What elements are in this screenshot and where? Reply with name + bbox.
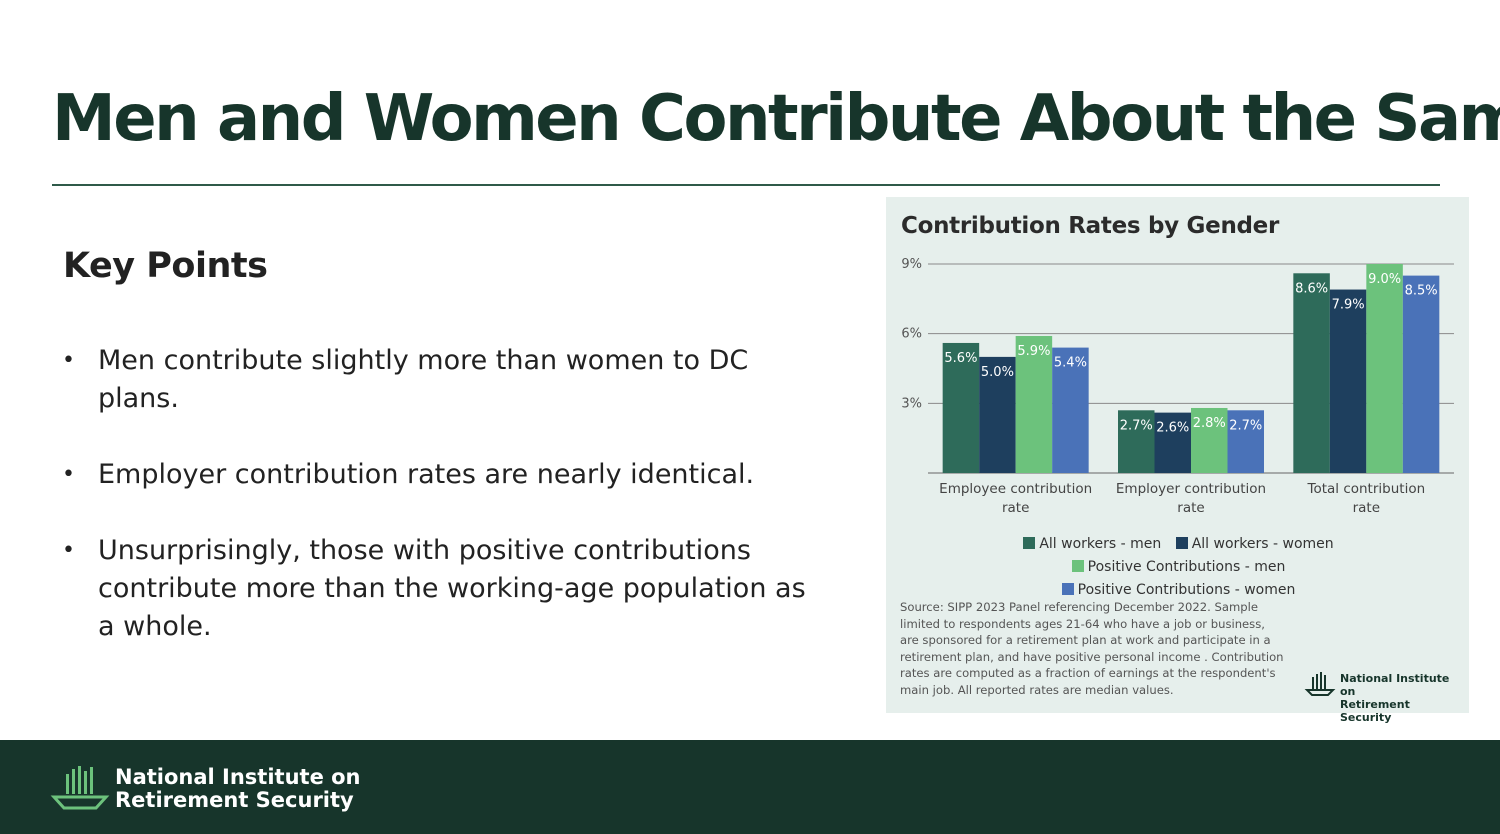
- panel-logo-text: National Institute on Retirement Securit…: [1340, 672, 1464, 724]
- legend-swatch: [1061, 583, 1074, 595]
- key-points-heading: Key Points: [63, 246, 268, 286]
- data-label: 2.7%: [1120, 418, 1153, 433]
- x-category-label: Employer contribution rate: [1116, 481, 1266, 516]
- title-divider: [52, 184, 1440, 186]
- bar: [1154, 412, 1191, 473]
- bullet-item: • Employer contribution rates are nearly…: [60, 456, 820, 494]
- bullet-dot: •: [62, 538, 75, 563]
- bars-logo-icon: [1304, 672, 1336, 696]
- bullet-text: Employer contribution rates are nearly i…: [98, 459, 755, 490]
- data-label: 2.6%: [1156, 421, 1189, 436]
- legend-label: Positive Contributions - men: [1087, 559, 1286, 575]
- bar: [1118, 410, 1155, 473]
- bullet-item: • Unsurprisingly, those with positive co…: [60, 532, 820, 646]
- source-note: Source: SIPP 2023 Panel referencing Dece…: [900, 600, 1284, 697]
- data-label: 7.9%: [1332, 298, 1365, 313]
- slide-title: Men and Women Contribute About the Same: [52, 82, 1500, 156]
- bar: [1015, 335, 1053, 473]
- chart-legend: All workers - men All workers - women Po…: [906, 533, 1451, 602]
- bar: [1052, 347, 1089, 473]
- panel-logo-line1: National Institute on: [1340, 672, 1450, 698]
- chart-panel: Contribution Rates by Gender 3% 6% 9% 5.6% 5…: [886, 197, 1469, 724]
- legend-item-positive-men: Positive Contributions - men: [1071, 556, 1286, 579]
- footer-bar: National Institute on Retirement Securit…: [0, 740, 1500, 834]
- y-tick-label: 6%: [901, 327, 922, 342]
- data-label: 5.6%: [944, 351, 977, 366]
- bar: [942, 342, 980, 473]
- x-category-label-line: Total contribution: [1307, 481, 1426, 497]
- data-label: 8.6%: [1295, 281, 1328, 296]
- bar: [1227, 410, 1264, 473]
- x-category-label-line: rate: [1353, 500, 1380, 516]
- x-category-label-line: Employer contribution: [1116, 481, 1266, 497]
- data-label: 5.4%: [1054, 356, 1087, 371]
- bullet-dot: •: [62, 348, 75, 373]
- x-category-label-line: Employee contribution: [939, 481, 1092, 497]
- bullet-dot: •: [62, 462, 75, 487]
- legend-item-all-men: All workers - men: [1023, 533, 1161, 556]
- bars-logo-icon: [50, 766, 110, 810]
- data-label: 8.5%: [1405, 284, 1438, 299]
- bar: [979, 356, 1016, 473]
- legend-item-positive-women: Positive Contributions - women: [1061, 579, 1296, 602]
- bar-chart: 3% 6% 9% 5.6% 5.0%5.9% 5.4% Employee contribut…: [901, 257, 1454, 516]
- panel-logo-line2: Retirement Security: [1340, 698, 1410, 724]
- panel-logo: National Institute on Retirement Securit…: [1304, 671, 1464, 724]
- y-tick-label: 3%: [901, 396, 922, 411]
- bar: [1366, 264, 1403, 473]
- x-category-label-line: rate: [1002, 500, 1029, 516]
- bullet-text: Men contribute slightly more than women …: [98, 345, 749, 414]
- legend-swatch: [1175, 537, 1188, 549]
- footer-org-line2: Retirement Security: [115, 788, 354, 812]
- bullet-item: • Men contribute slightly more than wome…: [60, 342, 820, 418]
- data-label: 5.9%: [1017, 344, 1050, 359]
- x-category-label-line: rate: [1177, 500, 1204, 516]
- footer-org-line1: National Institute on: [115, 765, 361, 789]
- data-label: 5.0%: [981, 365, 1014, 380]
- bar: [1191, 407, 1228, 473]
- legend-swatch: [1023, 537, 1036, 549]
- bar: [1329, 289, 1367, 473]
- key-points-list: • Men contribute slightly more than wome…: [60, 342, 820, 684]
- footer-org-name: National Institute on Retirement Securit…: [115, 766, 361, 812]
- x-category-label: Employee contribution rate: [939, 481, 1092, 516]
- data-label: 9.0%: [1368, 272, 1401, 287]
- data-label: 2.8%: [1193, 416, 1226, 431]
- x-category-label: Total contribution rate: [1307, 481, 1426, 516]
- legend-label: Positive Contributions - women: [1077, 582, 1296, 598]
- legend-item-all-women: All workers - women: [1175, 533, 1334, 556]
- bar: [1402, 275, 1440, 473]
- chart-title: Contribution Rates by Gender: [901, 213, 1280, 239]
- bullet-text: Unsurprisingly, those with positive cont…: [98, 535, 806, 642]
- y-tick-label: 9%: [901, 257, 922, 272]
- data-label: 2.7%: [1229, 418, 1262, 433]
- bar: [1293, 273, 1330, 473]
- legend-swatch: [1071, 560, 1084, 572]
- legend-label: All workers - women: [1191, 536, 1334, 552]
- legend-label: All workers - men: [1039, 536, 1162, 552]
